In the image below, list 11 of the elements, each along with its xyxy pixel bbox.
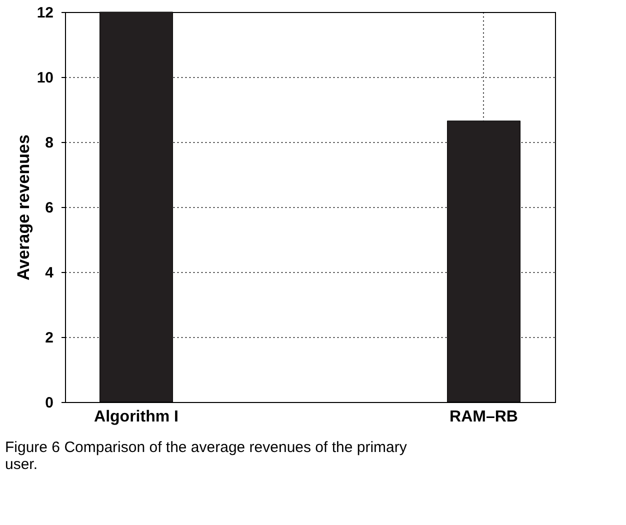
- y-tick-label: 12: [36, 4, 54, 22]
- x-tick-label: Algorithm I: [94, 408, 178, 426]
- x-tick-label: RAM–RB: [450, 408, 518, 426]
- caption: Figure 6 Comparison of the average revenues of the primary user.: [5, 439, 408, 473]
- y-axis-title: Average revenues: [14, 134, 33, 280]
- y-tick-label: 6: [45, 200, 54, 216]
- y-tick-label: 2: [45, 330, 54, 346]
- y-tick-label: 10: [36, 70, 54, 86]
- y-tick-label: 0: [45, 394, 54, 412]
- y-tick-label: 8: [45, 134, 54, 152]
- y-tick-label: 4: [45, 264, 54, 282]
